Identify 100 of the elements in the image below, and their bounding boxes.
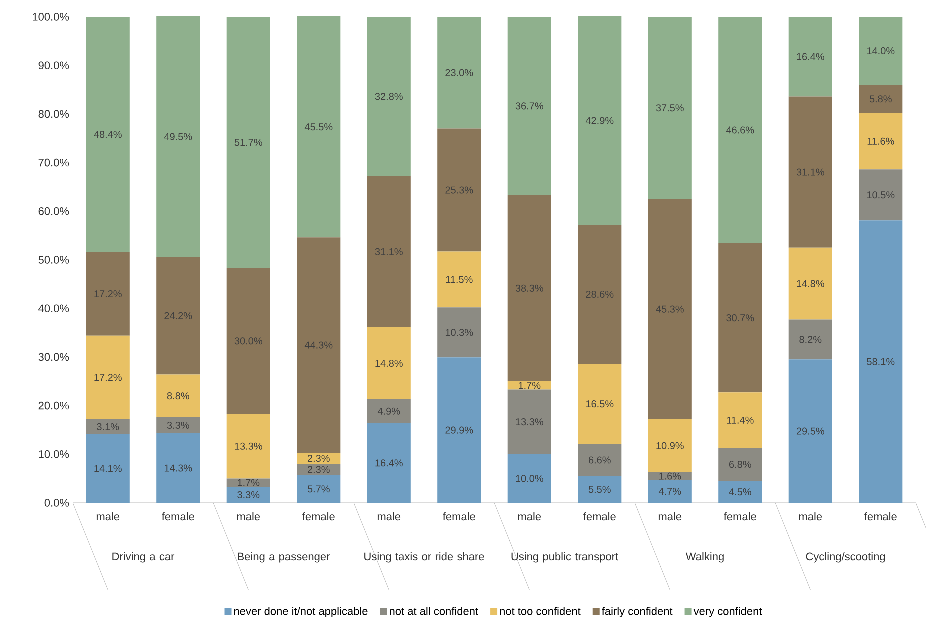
bar bbox=[718, 16, 762, 244]
text: Driving a car bbox=[112, 552, 175, 563]
bar bbox=[578, 225, 622, 364]
data-label: 14.3% bbox=[164, 464, 192, 472]
data-label: 13.3% bbox=[235, 442, 262, 450]
bar bbox=[648, 480, 692, 503]
data-label: 10.5% bbox=[867, 192, 895, 199]
text: Using taxis or ride share bbox=[364, 552, 484, 563]
data-label: 5.8% bbox=[870, 96, 892, 103]
data-label: 30.7% bbox=[726, 314, 754, 322]
legend-label: fairly confident bbox=[602, 607, 673, 618]
data-label: 6.8% bbox=[730, 461, 752, 468]
data-label: 44.3% bbox=[304, 342, 333, 349]
bar bbox=[86, 419, 130, 434]
data-label: 45.3% bbox=[656, 306, 684, 313]
bar bbox=[578, 476, 622, 503]
text: Walking bbox=[686, 552, 724, 563]
x-tick-label: male bbox=[799, 512, 822, 521]
bar bbox=[788, 248, 832, 320]
x-tick-label: male bbox=[378, 512, 401, 521]
bar bbox=[859, 113, 903, 170]
data-label: 3.1% bbox=[97, 423, 120, 430]
y-tick-label: 100.0% bbox=[33, 13, 70, 21]
data-label: 5.7% bbox=[308, 486, 330, 493]
bar bbox=[226, 414, 270, 479]
data-label: 42.9% bbox=[586, 117, 614, 124]
data-label: 17.2% bbox=[94, 290, 122, 298]
y-tick-label: 80.0% bbox=[38, 110, 70, 118]
data-label: 14.0% bbox=[867, 47, 895, 55]
data-label: 16.4% bbox=[376, 460, 403, 467]
bar bbox=[86, 434, 130, 503]
legend-label: never done it/not applicable bbox=[234, 607, 368, 618]
bar bbox=[508, 390, 552, 454]
data-label: 13.3% bbox=[516, 418, 544, 426]
y-tick-label: 40.0% bbox=[38, 304, 70, 312]
bar bbox=[156, 417, 200, 434]
data-label: 4.5% bbox=[729, 488, 752, 496]
bar bbox=[156, 374, 200, 418]
bar bbox=[859, 16, 903, 86]
bar bbox=[438, 308, 482, 358]
data-label: 2.3% bbox=[308, 466, 330, 474]
bar bbox=[648, 419, 692, 472]
x-tick-label: female bbox=[162, 512, 194, 521]
legend-label: not too confident bbox=[500, 607, 581, 616]
data-label: 30.0% bbox=[234, 338, 262, 345]
data-label: 8.8% bbox=[167, 392, 190, 400]
x-tick-label: female bbox=[443, 512, 476, 521]
data-label: 46.6% bbox=[726, 126, 754, 134]
x-tick-label: female bbox=[302, 512, 335, 521]
data-label: 3.3% bbox=[238, 491, 260, 499]
data-label: 29.5% bbox=[796, 428, 824, 435]
bar bbox=[156, 434, 200, 503]
data-label: 3.3% bbox=[167, 422, 190, 430]
bar bbox=[578, 16, 622, 226]
bar bbox=[578, 444, 622, 476]
y-tick-label: 50.0% bbox=[38, 256, 70, 264]
data-label: 11.5% bbox=[446, 276, 473, 284]
x-tick-label: female bbox=[864, 512, 897, 521]
bar bbox=[788, 360, 832, 503]
bar bbox=[226, 268, 270, 414]
bar bbox=[367, 423, 411, 503]
y-tick-label: 60.0% bbox=[38, 207, 70, 216]
x-tick-label: male bbox=[518, 512, 542, 521]
data-label: 58.1% bbox=[867, 358, 895, 366]
data-label: 38.3% bbox=[516, 284, 544, 292]
bar bbox=[156, 257, 200, 375]
data-label: 37.5% bbox=[656, 104, 684, 112]
data-label: 16.5% bbox=[586, 400, 614, 408]
data-label: 6.6% bbox=[589, 456, 611, 464]
data-label: 17.2% bbox=[94, 374, 122, 382]
data-label: 29.9% bbox=[446, 426, 474, 434]
data-label: 48.4% bbox=[94, 131, 122, 138]
data-label: 10.0% bbox=[516, 475, 544, 482]
y-tick-label: 0.0% bbox=[44, 499, 70, 507]
x-tick-label: male bbox=[96, 512, 120, 521]
data-label: 31.1% bbox=[796, 168, 824, 176]
data-label: 11.4% bbox=[727, 416, 754, 424]
data-label: 10.3% bbox=[446, 329, 474, 336]
bar bbox=[859, 170, 903, 221]
data-label: 16.4% bbox=[797, 53, 824, 60]
data-label: 14.8% bbox=[376, 360, 403, 368]
text: Being a passenger bbox=[238, 552, 330, 563]
bar bbox=[438, 358, 482, 503]
data-label: 2.3% bbox=[308, 454, 330, 462]
bar bbox=[508, 195, 552, 382]
bar bbox=[718, 392, 762, 448]
bar bbox=[86, 336, 130, 420]
data-label: 49.5% bbox=[164, 133, 192, 140]
data-label: 10.9% bbox=[656, 442, 684, 450]
bar bbox=[788, 16, 832, 97]
bar bbox=[718, 243, 762, 393]
bar bbox=[438, 16, 482, 129]
data-label: 1.7% bbox=[519, 382, 541, 390]
legend-label: very confident bbox=[694, 607, 762, 618]
bar bbox=[297, 16, 341, 238]
data-label: 14.8% bbox=[797, 280, 824, 288]
bar bbox=[226, 16, 270, 268]
bar bbox=[438, 252, 482, 308]
y-tick-label: 70.0% bbox=[38, 158, 70, 167]
bar bbox=[578, 364, 622, 444]
